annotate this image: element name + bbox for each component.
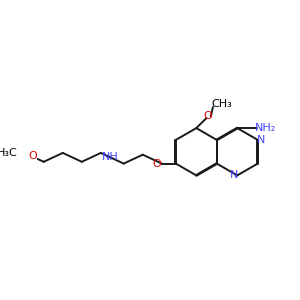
Text: NH₂: NH₂ [255, 123, 276, 133]
Text: NH: NH [102, 152, 119, 162]
Text: O: O [203, 111, 212, 121]
Text: O: O [152, 159, 161, 169]
Text: H₃C: H₃C [0, 148, 18, 158]
Text: CH₃: CH₃ [211, 99, 232, 110]
Text: O: O [28, 152, 37, 161]
Text: N: N [230, 170, 238, 180]
Text: N: N [257, 135, 266, 145]
